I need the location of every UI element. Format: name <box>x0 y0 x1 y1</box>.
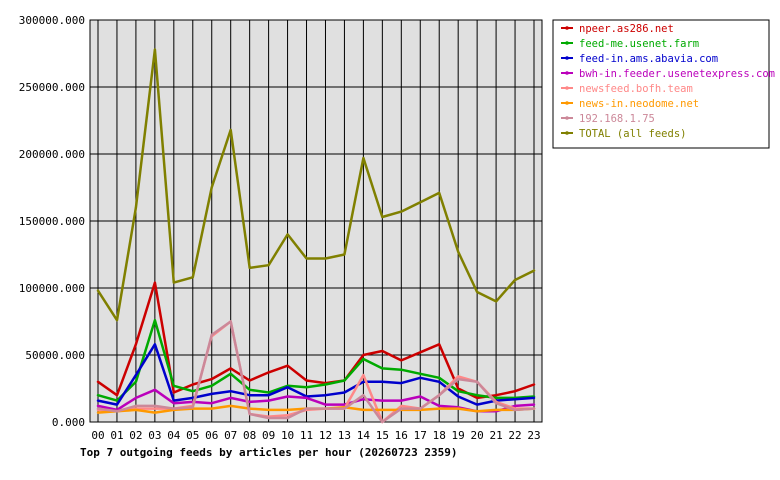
x-tick-label: 20 <box>471 429 484 442</box>
legend-label: 192.168.1.75 <box>579 113 655 125</box>
legend-marker <box>565 86 569 90</box>
x-tick-label: 23 <box>527 429 540 442</box>
chart-title: Top 7 outgoing feeds by articles per hou… <box>80 446 458 459</box>
legend-label: newsfeed.bofh.team <box>579 83 693 95</box>
x-tick-label: 04 <box>167 429 181 442</box>
legend-label: TOTAL (all feeds) <box>579 128 686 140</box>
x-tick-label: 11 <box>300 429 313 442</box>
legend-label: news-in.neodome.net <box>579 98 699 110</box>
y-tick-label: 50000.000 <box>25 349 85 362</box>
y-tick-label: 150000.000 <box>19 215 85 228</box>
x-tick-label: 22 <box>508 429 521 442</box>
x-tick-label: 00 <box>91 429 104 442</box>
x-tick-label: 06 <box>205 429 218 442</box>
x-tick-label: 17 <box>414 429 427 442</box>
series-line-feed-in-ams-abavia-com <box>96 343 536 406</box>
series-line-feed-me-usenet-farm <box>96 318 536 402</box>
legend-marker <box>565 131 569 135</box>
legend-marker <box>565 56 569 60</box>
x-tick-label: 18 <box>433 429 446 442</box>
x-tick-label: 16 <box>395 429 408 442</box>
legend-marker <box>565 41 569 45</box>
legend-marker <box>565 71 569 75</box>
series-lines <box>96 48 536 424</box>
legend-label: feed-in.ams.abavia.com <box>579 53 718 65</box>
series-line-total-all-feeds <box>96 48 536 322</box>
legend: npeer.as286.net feed-me.usenet.farm feed-i… <box>552 19 775 149</box>
x-tick-label: 10 <box>281 429 294 442</box>
x-tick-label: 19 <box>452 429 465 442</box>
y-tick-label: 300000.000 <box>19 14 85 27</box>
legend-marker <box>565 116 569 120</box>
legend-marker <box>565 101 569 105</box>
x-tick-label: 03 <box>148 429 161 442</box>
x-tick-label: 08 <box>243 429 256 442</box>
x-tick-label: 12 <box>319 429 332 442</box>
x-tick-label: 02 <box>129 429 142 442</box>
y-tick-label: 250000.000 <box>19 81 85 94</box>
x-tick-label: 09 <box>262 429 275 442</box>
legend-label: npeer.as286.net <box>579 23 674 35</box>
legend-box <box>552 19 770 149</box>
x-tick-label: 13 <box>338 429 351 442</box>
x-tick-label: 21 <box>489 429 502 442</box>
legend-marker <box>565 26 569 30</box>
legend-label: bwh-in.feeder.usenetexpress.com <box>579 68 775 80</box>
y-tick-label: 200000.000 <box>19 148 85 161</box>
legend-label: feed-me.usenet.farm <box>579 38 699 50</box>
x-tick-label: 05 <box>186 429 199 442</box>
series-line-192-168-1-75 <box>96 320 536 424</box>
x-tick-label: 01 <box>110 429 123 442</box>
axes: 0.000 50000.000 100000.000 150000.000 200000… <box>19 14 541 442</box>
x-tick-label: 07 <box>224 429 237 442</box>
x-tick-label: 15 <box>376 429 389 442</box>
y-tick-label: 0.000 <box>52 416 85 429</box>
y-tick-label: 100000.000 <box>19 282 85 295</box>
x-tick-label: 14 <box>357 429 371 442</box>
